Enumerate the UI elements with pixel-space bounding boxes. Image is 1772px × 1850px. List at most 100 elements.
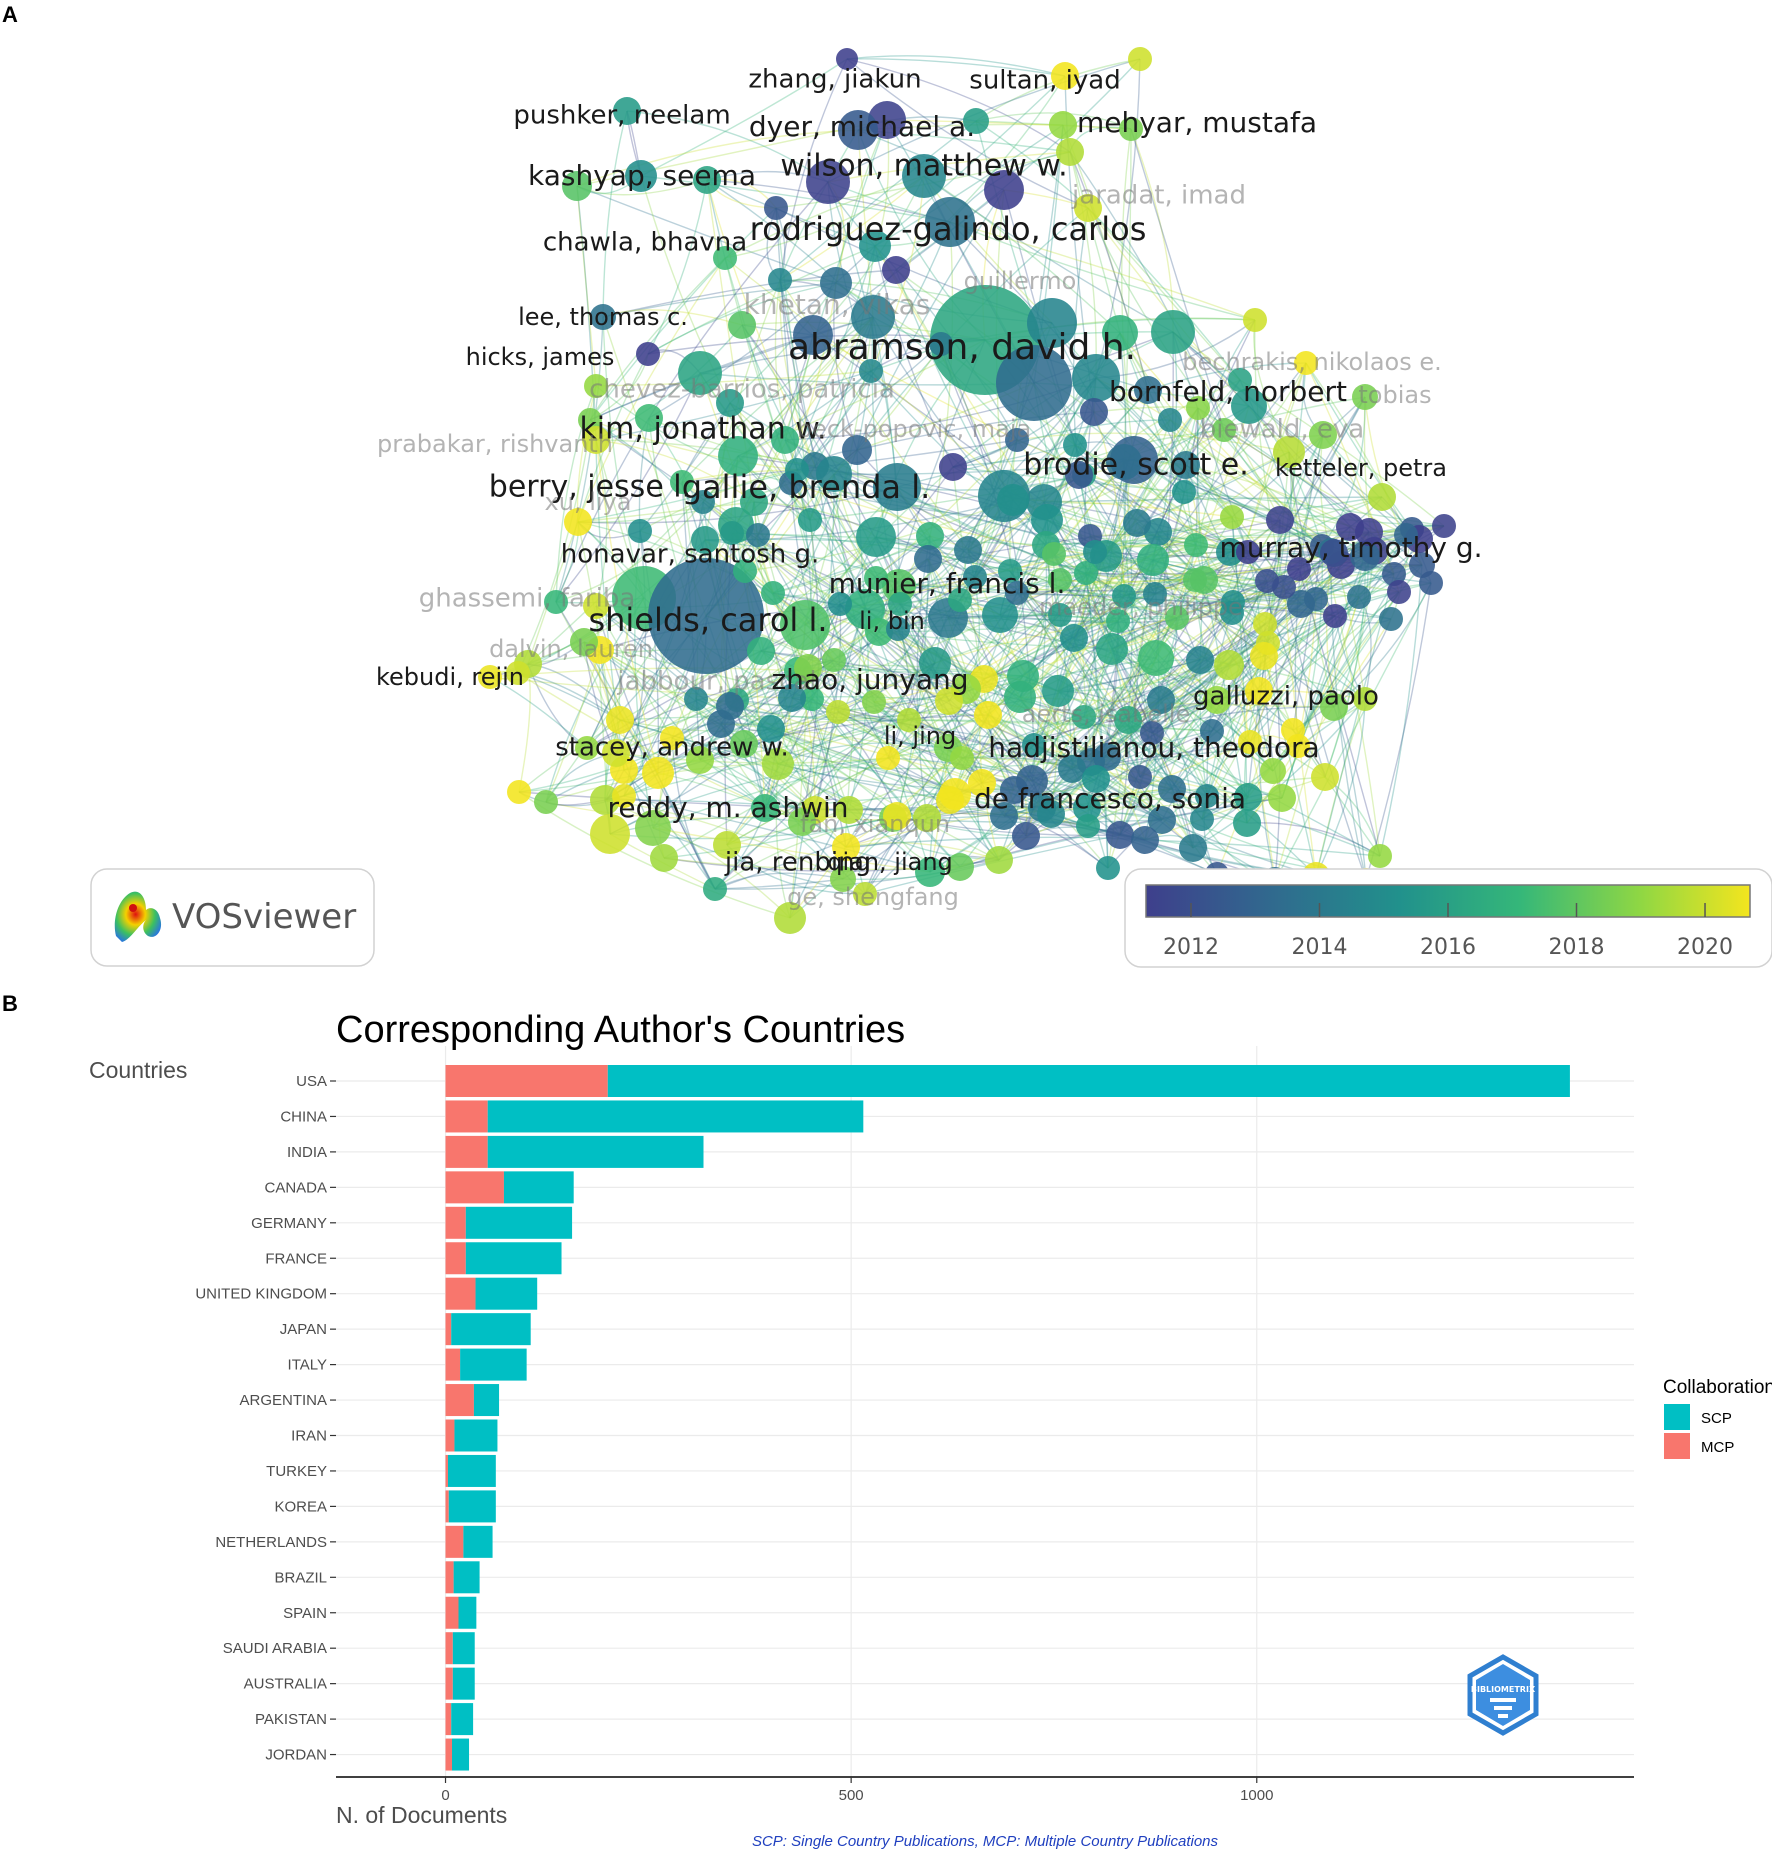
network-node: [693, 166, 721, 194]
network-edge: [1199, 362, 1307, 661]
network-edge: [639, 530, 660, 774]
network-edge: [1254, 319, 1285, 588]
network-edge: [663, 719, 910, 859]
network-edge: [812, 334, 1018, 441]
network-node: [851, 295, 895, 339]
y-tick-spain: SPAIN: [283, 1605, 327, 1622]
network-node: [583, 593, 609, 619]
network-node: [660, 726, 684, 750]
network-edge: [757, 282, 837, 536]
network-node: [826, 700, 850, 724]
network-node: [720, 521, 744, 545]
network-edge: [1247, 598, 1317, 798]
network-edge: [874, 124, 1064, 247]
y-tick-italy: ITALY: [288, 1357, 327, 1374]
network-edge: [1073, 601, 1234, 639]
network-node: [1368, 483, 1396, 511]
network-node: [642, 757, 674, 789]
network-edge: [801, 535, 931, 823]
network-edge: [864, 678, 985, 895]
author-label-dyer-michael-a: dyer, michael a.: [749, 110, 975, 143]
network-edge: [952, 466, 1185, 493]
author-label-de-francesco-sonia: de francesco, sonia: [974, 782, 1246, 815]
network-edge: [1151, 732, 1248, 824]
network-node: [1190, 566, 1218, 594]
author-label-munier-francis-l: munier, francis l.: [829, 567, 1066, 600]
author-label-hadjistilianou-theodora: hadjistilianou, theodora: [988, 731, 1319, 764]
network-edge: [1333, 582, 1432, 708]
network-edge: [1111, 648, 1194, 849]
network-edge: [1152, 559, 1260, 692]
network-edge: [1176, 519, 1281, 619]
author-label-kebudi-rejin: kebudi, rejin: [376, 663, 524, 691]
network-edge: [779, 279, 969, 551]
network-edge: [589, 316, 874, 421]
y-tick-united-kingdom: UNITED KINGDOM: [195, 1286, 327, 1303]
network-edge: [577, 469, 798, 523]
network-node: [1080, 398, 1108, 426]
network-node: [1200, 719, 1224, 743]
network-node: [1228, 368, 1252, 392]
network-edge: [1073, 379, 1241, 639]
bar-mcp-usa: [445, 1065, 608, 1097]
network-node: [1022, 733, 1046, 757]
network-edge: [702, 316, 874, 503]
network-node: [1221, 590, 1245, 614]
network-node: [1072, 354, 1120, 402]
network-node: [1320, 693, 1348, 721]
network-edge: [555, 372, 701, 603]
vosviewer-logo: VOSviewer: [90, 868, 375, 967]
network-edge: [954, 793, 1089, 827]
network-edge: [1292, 545, 1323, 731]
network-edge: [1090, 603, 1302, 763]
network-node: [1179, 834, 1207, 862]
bar-mcp-turkey: [445, 1454, 448, 1487]
network-edge: [1085, 572, 1294, 731]
network-node: [1042, 542, 1066, 566]
network-edge: [545, 801, 816, 820]
network-edge: [1087, 207, 1241, 381]
network-edge: [724, 175, 925, 259]
network-node: [1238, 730, 1262, 754]
network-node: [785, 458, 809, 482]
network-node: [800, 687, 824, 711]
network-edge: [1009, 570, 1163, 821]
network-node: [865, 618, 893, 646]
network-node: [774, 902, 806, 934]
network-edge: [797, 486, 898, 672]
network-edge: [1119, 332, 1281, 521]
network-node: [764, 196, 788, 220]
bar-scp-italy: [460, 1348, 527, 1381]
network-edge: [1083, 474, 1300, 570]
x-tick-1000: 1000: [1240, 1787, 1273, 1804]
network-node: [946, 853, 974, 881]
network-edge: [779, 129, 859, 281]
network-node: [740, 488, 768, 516]
network-edge: [699, 688, 967, 761]
network-edge: [791, 697, 1073, 770]
author-label-zhao-junyang: zhao, junyang: [771, 663, 968, 696]
network-edge: [555, 316, 604, 603]
x-tick-500: 500: [839, 1787, 864, 1804]
network-node: [635, 404, 663, 432]
author-label-ketteler-petra: ketteler, petra: [1275, 454, 1447, 482]
author-label-lee-thomas-c: lee, thomas c.: [518, 303, 688, 331]
network-edge: [895, 75, 1066, 271]
network-edge: [999, 519, 1281, 616]
network-node: [1144, 518, 1172, 546]
network-edge: [1117, 362, 1307, 622]
network-edge: [874, 75, 1066, 247]
network-edge: [775, 207, 811, 521]
network-node: [757, 715, 785, 743]
network-edge: [706, 179, 816, 467]
bar-scp-canada: [503, 1171, 574, 1204]
network-edge: [1321, 396, 1366, 547]
bar-mcp-iran: [445, 1419, 455, 1452]
network-node: [954, 536, 982, 564]
network-node: [1294, 351, 1318, 375]
network-node: [1123, 509, 1151, 537]
network-edge: [595, 385, 792, 484]
network-edge: [1195, 407, 1199, 546]
network-node: [703, 877, 727, 901]
network-node: [1250, 642, 1278, 670]
